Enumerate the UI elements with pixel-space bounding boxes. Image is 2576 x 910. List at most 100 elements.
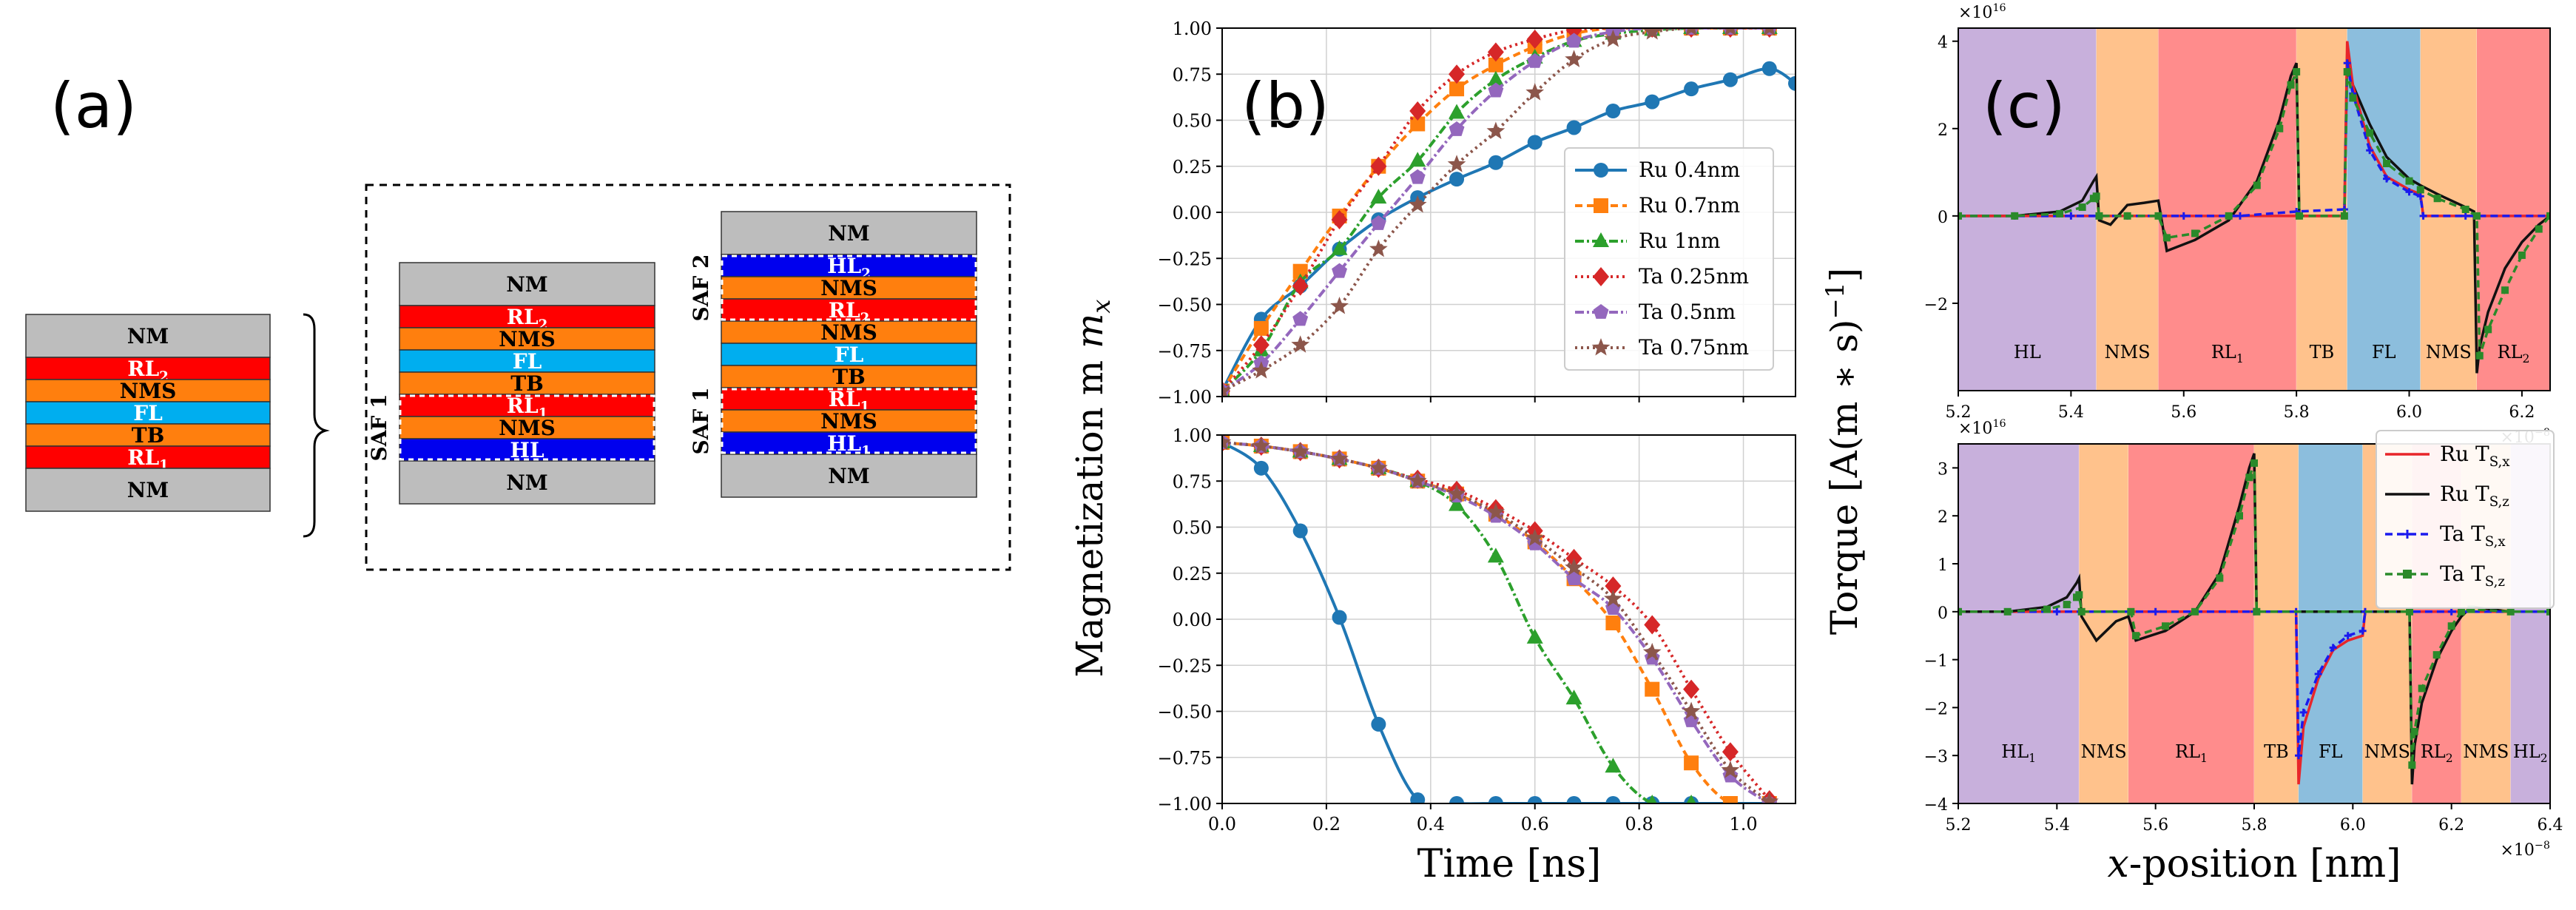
y-tick-label: −0.25 — [1157, 249, 1212, 269]
marker-square — [2123, 212, 2131, 220]
zone-hl — [1958, 444, 2080, 803]
marker-square — [2432, 651, 2441, 659]
dashed-box — [365, 183, 1011, 571]
series-line-ta075 — [1222, 28, 1770, 393]
marker-plus — [2461, 212, 2469, 220]
marker-triangle — [1331, 240, 1348, 255]
zone-label: NMS — [2426, 342, 2472, 363]
marker-square — [1605, 615, 1621, 630]
marker-plus — [2151, 607, 2159, 616]
marker-circle — [1488, 155, 1503, 170]
x-tick-label: 5.2 — [1946, 816, 1972, 835]
marker-star — [1604, 589, 1622, 607]
layer-tb — [399, 371, 655, 395]
layer-nm — [25, 314, 271, 358]
marker-pentagon — [1527, 53, 1543, 68]
zone-tb — [2254, 444, 2299, 803]
x-tick-label: 0.2 — [1312, 814, 1341, 835]
zone-label: RL2 — [2498, 342, 2530, 365]
marker-square — [1488, 57, 1503, 73]
y-tick-label: 0.75 — [1173, 64, 1212, 85]
marker-circle — [1332, 610, 1347, 625]
legend-label: Ru TS,z — [2440, 482, 2509, 510]
zone-rl — [2476, 28, 2550, 391]
marker-triangle — [1686, 795, 1696, 803]
plot-c-top: HL NMS RL1 TB FL NMS RL2 −2 0 2 4 5.2 5.4 5.6 5.8 6.0 6.… — [1924, 2, 2551, 447]
marker-circle — [1527, 796, 1542, 803]
layer-label: NMS — [820, 276, 877, 300]
zone-label: NMS — [2105, 342, 2151, 363]
plot-frame — [1958, 27, 2551, 391]
marker-plus — [2314, 670, 2322, 678]
layer-rl — [721, 387, 977, 411]
x-tick-label: 5.6 — [2171, 403, 2196, 422]
marker-diamond — [1449, 64, 1466, 84]
marker-triangle — [1647, 795, 1657, 803]
marker-plus — [2344, 632, 2352, 640]
marker-star — [1252, 361, 1271, 379]
marker-plus — [2179, 212, 2188, 220]
zone-label: NMS — [2463, 741, 2509, 762]
marker-pentagon — [1409, 169, 1426, 184]
layer-label: TB — [832, 365, 866, 389]
marker-star — [1525, 528, 1545, 546]
x-tick-label: 5.4 — [2044, 816, 2070, 835]
marker-square — [2475, 351, 2484, 360]
zone-hl — [1958, 28, 2097, 391]
marker-square — [2253, 181, 2261, 189]
y-tick-label: 4 — [1938, 34, 1948, 53]
marker-star — [1222, 381, 1232, 397]
layer-tb — [721, 365, 977, 388]
marker-star — [1222, 435, 1232, 451]
y-tick-label: 0 — [1938, 604, 1948, 623]
series-line-ta_tx — [1958, 610, 2550, 756]
x-tick-label: 5.8 — [2284, 403, 2310, 422]
marker-plus — [2358, 627, 2367, 635]
panel-label-b: (b) — [1241, 70, 1329, 142]
series-group — [1958, 41, 2550, 374]
marker-star — [1565, 50, 1583, 67]
zone-label: RL1 — [2175, 741, 2208, 765]
y-tick-label: −4 — [1924, 796, 1948, 815]
marker-square — [1253, 320, 1269, 336]
marker-square — [1722, 796, 1738, 803]
marker-square — [2546, 607, 2550, 616]
marker-star — [1291, 442, 1310, 459]
marker-square — [1645, 681, 1660, 697]
marker-square — [2416, 186, 2424, 194]
marker-plus — [2053, 607, 2061, 616]
y-tick-label: −3 — [1924, 748, 1948, 766]
layer-nm — [399, 460, 655, 505]
layer-rl — [25, 357, 271, 380]
y-tick-label: −0.25 — [1157, 655, 1212, 676]
x-tick-label: 6.0 — [2396, 403, 2422, 422]
marker-square — [2132, 632, 2140, 640]
marker-square — [2501, 286, 2509, 294]
marker-square — [2095, 212, 2103, 220]
layer-fl — [721, 343, 977, 366]
marker-square — [2077, 607, 2086, 616]
marker-square — [2075, 591, 2083, 599]
marker-circle — [1449, 172, 1465, 187]
marker-triangle — [1605, 758, 1622, 773]
zone-label: FL — [2319, 741, 2343, 762]
zone-rl — [2128, 444, 2254, 803]
marker-square — [2461, 206, 2469, 213]
marker-square — [2078, 203, 2086, 212]
marker-diamond — [1331, 209, 1348, 229]
marker-square — [2349, 94, 2357, 102]
marker-star — [1408, 471, 1427, 489]
marker-square — [2366, 129, 2374, 137]
marker-square — [2467, 605, 2475, 613]
marker-plus — [2329, 644, 2337, 652]
marker-square — [2408, 761, 2416, 769]
zone-label: TB — [2264, 741, 2289, 762]
marker-square — [2293, 68, 2301, 76]
marker-diamond — [1409, 101, 1426, 121]
layer-label: NM — [127, 478, 169, 502]
marker-square — [2405, 177, 2413, 185]
y-tick-label: −1.00 — [1157, 387, 1212, 408]
